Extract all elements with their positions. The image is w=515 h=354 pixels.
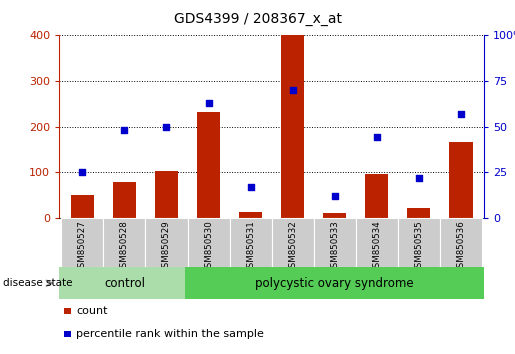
Point [331,193,339,199]
Bar [61,218,104,267]
Bar [239,212,262,218]
Bar [271,218,314,267]
Text: GSM850532: GSM850532 [288,220,297,273]
Text: count: count [76,306,108,316]
Bar [197,112,220,218]
Bar [365,175,388,218]
Text: GSM850528: GSM850528 [120,220,129,273]
Text: GSM850531: GSM850531 [246,220,255,273]
Bar [314,218,356,267]
Bar [104,218,145,267]
Text: GDS4399 / 208367_x_at: GDS4399 / 208367_x_at [174,12,341,27]
Bar [281,35,304,218]
Bar [398,218,440,267]
Point [415,175,423,181]
Bar [407,208,431,218]
Point [457,111,465,116]
Point [204,100,213,106]
Text: percentile rank within the sample: percentile rank within the sample [76,329,264,339]
Text: GSM850535: GSM850535 [415,220,423,273]
Bar [71,195,94,218]
Text: GSM850529: GSM850529 [162,220,171,273]
Bar [64,331,71,337]
Bar [187,218,230,267]
Text: GSM850536: GSM850536 [456,220,466,273]
Text: GSM850534: GSM850534 [372,220,381,273]
Text: GSM850530: GSM850530 [204,220,213,273]
Point [288,87,297,93]
Bar [59,267,185,299]
Text: GSM850527: GSM850527 [78,220,87,273]
Bar [185,267,484,299]
Text: disease state: disease state [3,278,72,288]
Point [247,184,255,189]
Point [78,169,87,175]
Bar [356,218,398,267]
Point [373,135,381,140]
Bar [113,182,136,218]
Bar [323,213,346,218]
Text: GSM850533: GSM850533 [330,220,339,273]
Bar [450,142,473,218]
Text: control: control [104,277,145,290]
Point [162,124,170,130]
Point [121,127,129,133]
Bar [145,218,187,267]
Text: polycystic ovary syndrome: polycystic ovary syndrome [255,277,414,290]
Bar [64,308,71,314]
Bar [155,171,178,218]
Bar [230,218,271,267]
Bar [440,218,482,267]
